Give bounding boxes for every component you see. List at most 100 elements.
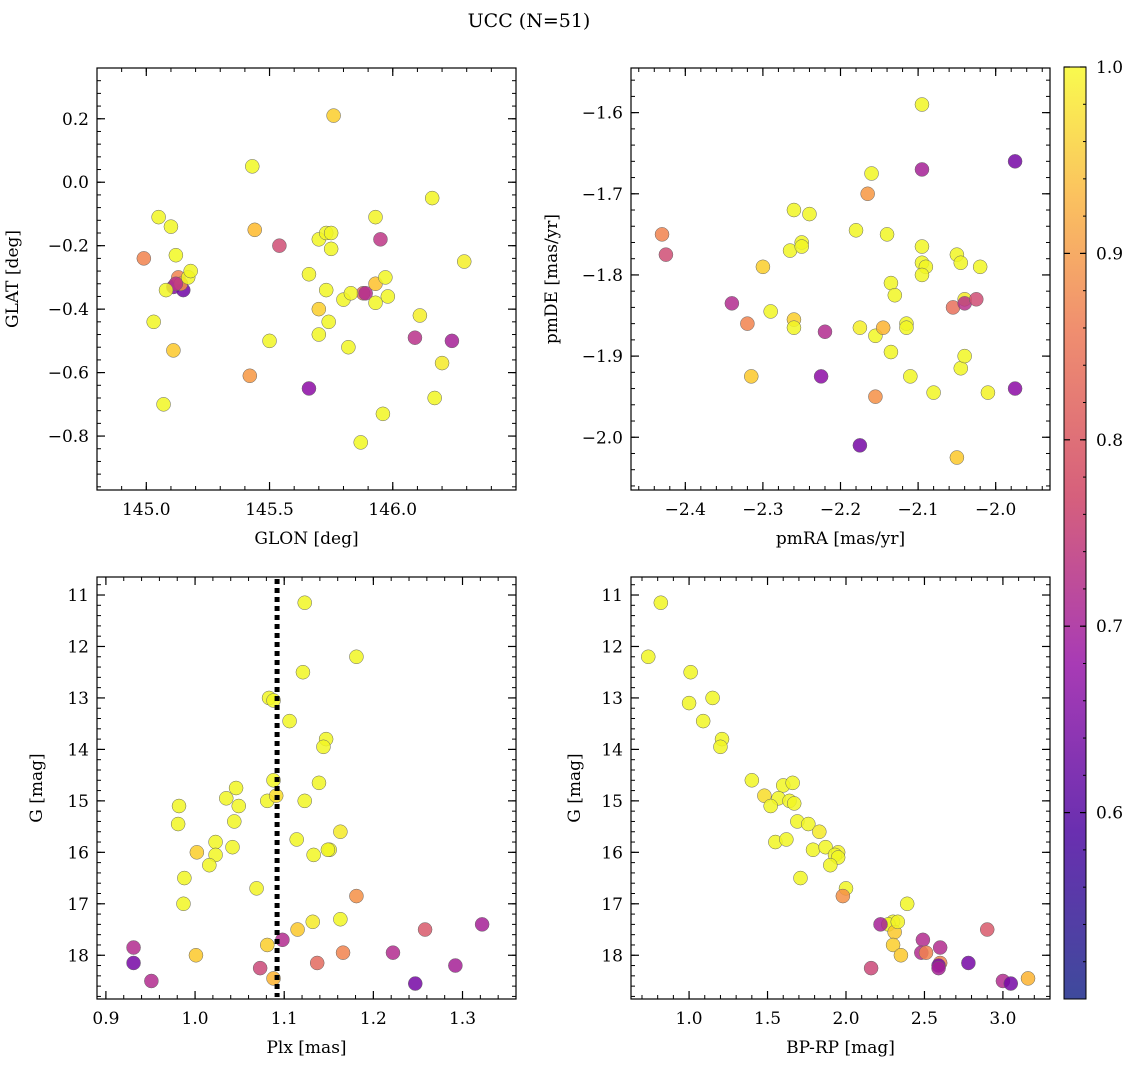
data-point xyxy=(349,649,364,665)
data-point xyxy=(126,955,141,971)
data-point xyxy=(323,241,339,257)
data-point xyxy=(456,254,472,269)
data-point xyxy=(341,339,356,355)
y-axis-label: GLAT [deg] xyxy=(3,230,23,328)
data-point xyxy=(266,971,281,986)
panel-plx-g: 0.9 1.0 1.1 1.2 1.3 11 12 13 14 15 16 17 18 Plx [mas]… xyxy=(27,576,517,1058)
data-point xyxy=(305,914,320,930)
data-point xyxy=(683,664,698,680)
x-axis-label: BP-RP [mag] xyxy=(786,1038,895,1058)
data-point xyxy=(914,239,930,254)
data-point xyxy=(801,816,816,832)
data-point xyxy=(316,739,331,755)
data-point xyxy=(1007,154,1023,169)
data-point xyxy=(242,368,258,384)
x-tick-label: −2.3 xyxy=(742,500,783,520)
data-point xyxy=(170,816,186,832)
data-point xyxy=(333,824,348,839)
data-point xyxy=(755,259,771,275)
data-point xyxy=(875,320,891,335)
x-tick-label: 2.5 xyxy=(911,1009,938,1029)
x-tick-label: −2.4 xyxy=(665,500,706,520)
data-point xyxy=(972,259,988,275)
data-point xyxy=(695,713,711,729)
data-point xyxy=(245,159,260,174)
x-tick-label: 145.5 xyxy=(245,500,294,520)
data-point xyxy=(740,316,755,331)
data-point xyxy=(926,385,941,400)
plot-frame xyxy=(630,67,1051,491)
panel-glon-glat: 145.0 145.5 146.0 0.2 0.0 −0.2 −0.4 −0.6 −0.8 GLO… xyxy=(3,67,517,549)
y-tick-label: −1.9 xyxy=(582,347,623,367)
data-point xyxy=(343,286,359,301)
colorbar-tick-label: 0.8 xyxy=(1096,431,1123,451)
data-point xyxy=(434,355,450,371)
data-point xyxy=(1003,976,1019,991)
data-point xyxy=(953,361,969,376)
data-point xyxy=(885,937,901,953)
data-point xyxy=(301,266,317,282)
data-point xyxy=(126,940,141,955)
data-point xyxy=(823,857,838,873)
data-point xyxy=(744,773,760,788)
colorbar-tick-label: 0.9 xyxy=(1096,244,1123,264)
panel-pmra-pmde: −2.4 −2.3 −2.2 −2.1 −2.0 −1.6 −1.7 −1.8 −1.9 −2.0… xyxy=(542,67,1051,549)
data-point xyxy=(873,917,888,932)
data-point xyxy=(375,406,391,422)
y-tick-label: 11 xyxy=(601,586,623,606)
x-tick-label: −2.1 xyxy=(897,500,938,520)
data-point xyxy=(289,832,304,847)
data-point xyxy=(227,814,242,829)
data-point xyxy=(890,914,906,930)
y-tick-label: 13 xyxy=(67,689,89,709)
y-tick-label: 0.0 xyxy=(62,173,89,193)
y-tick-label: −2.0 xyxy=(582,428,623,448)
data-point xyxy=(931,960,946,976)
data-point xyxy=(949,450,965,465)
data-point xyxy=(802,206,817,222)
data-point xyxy=(407,330,423,345)
data-point xyxy=(860,186,875,202)
y-tick-label: 13 xyxy=(601,689,623,709)
x-tick-label: 0.9 xyxy=(92,1009,119,1029)
data-point xyxy=(166,343,181,358)
data-point xyxy=(969,292,984,307)
data-point xyxy=(713,739,728,755)
x-tick-label: 1.5 xyxy=(754,1009,781,1029)
data-point xyxy=(290,922,305,937)
data-point xyxy=(813,369,829,384)
data-point xyxy=(202,857,217,873)
colorbar-tick-label: 1.0 xyxy=(1096,58,1123,78)
data-point xyxy=(914,267,930,283)
data-point xyxy=(297,595,312,610)
y-tick-label: −0.6 xyxy=(48,364,89,384)
data-point xyxy=(848,223,864,238)
y-axis-label: pmDE [mas/yr] xyxy=(542,214,562,344)
data-point xyxy=(306,847,321,863)
data-point xyxy=(146,314,161,330)
plot-frame xyxy=(96,67,517,491)
data-point xyxy=(228,780,244,796)
data-point xyxy=(1020,971,1036,986)
y-tick-label: 14 xyxy=(601,740,623,760)
data-point xyxy=(231,798,246,814)
data-point xyxy=(373,232,388,247)
data-point xyxy=(252,960,268,976)
data-point xyxy=(408,976,423,991)
data-point xyxy=(903,369,918,384)
data-point xyxy=(817,324,833,339)
data-point xyxy=(1007,381,1023,396)
data-point xyxy=(932,940,948,955)
data-point xyxy=(417,922,433,937)
data-point xyxy=(144,973,159,989)
data-point xyxy=(378,270,393,285)
data-point xyxy=(424,190,440,206)
data-point xyxy=(957,348,972,364)
colorbar-tick-label: 0.7 xyxy=(1096,617,1123,637)
data-point xyxy=(335,945,351,960)
data-point xyxy=(380,289,396,304)
data-point xyxy=(163,219,179,234)
y-tick-label: 17 xyxy=(601,895,623,915)
data-point xyxy=(763,798,778,814)
x-tick-label: 1.2 xyxy=(360,1009,387,1029)
